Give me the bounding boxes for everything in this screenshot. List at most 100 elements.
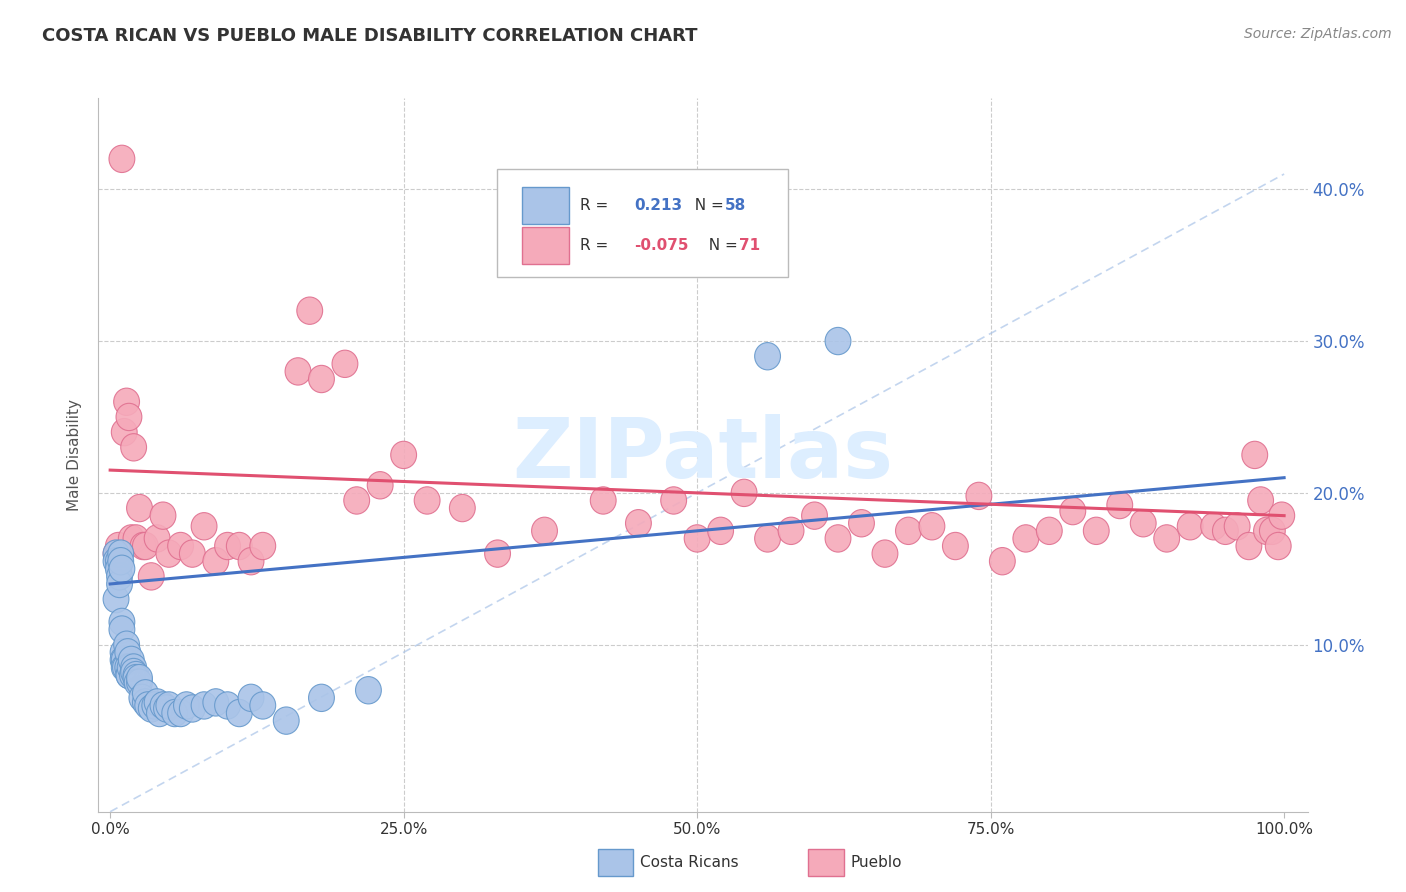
Ellipse shape [103, 585, 129, 613]
Ellipse shape [156, 540, 181, 567]
Ellipse shape [273, 707, 299, 734]
Ellipse shape [127, 494, 152, 522]
Ellipse shape [131, 533, 156, 559]
Ellipse shape [124, 665, 149, 692]
Ellipse shape [731, 479, 756, 507]
Text: Pueblo: Pueblo [851, 855, 903, 870]
Ellipse shape [238, 548, 264, 574]
Ellipse shape [117, 661, 142, 689]
Text: -0.075: -0.075 [634, 237, 689, 252]
Ellipse shape [825, 327, 851, 355]
Ellipse shape [778, 517, 804, 544]
Ellipse shape [132, 689, 159, 716]
Text: N =: N = [685, 198, 728, 213]
Ellipse shape [308, 366, 335, 392]
Ellipse shape [1084, 517, 1109, 544]
Y-axis label: Male Disability: Male Disability [67, 399, 83, 511]
Ellipse shape [755, 343, 780, 370]
Ellipse shape [531, 517, 557, 544]
Ellipse shape [966, 483, 991, 509]
Ellipse shape [129, 684, 155, 712]
Ellipse shape [110, 615, 135, 643]
Ellipse shape [117, 654, 143, 681]
Ellipse shape [127, 669, 152, 697]
Ellipse shape [146, 699, 173, 727]
Text: Source: ZipAtlas.com: Source: ZipAtlas.com [1244, 27, 1392, 41]
Ellipse shape [685, 524, 710, 552]
Text: 71: 71 [740, 237, 761, 252]
Ellipse shape [156, 692, 181, 719]
Ellipse shape [105, 548, 131, 574]
Ellipse shape [162, 699, 187, 727]
Ellipse shape [180, 695, 205, 723]
Ellipse shape [626, 509, 651, 537]
Text: N =: N = [699, 237, 742, 252]
Ellipse shape [142, 692, 167, 719]
Ellipse shape [103, 540, 129, 567]
Ellipse shape [226, 699, 252, 727]
FancyBboxPatch shape [498, 169, 787, 277]
Ellipse shape [153, 695, 180, 723]
Text: 58: 58 [724, 198, 747, 213]
Ellipse shape [1268, 502, 1295, 529]
Ellipse shape [1036, 517, 1062, 544]
Ellipse shape [138, 695, 165, 723]
Ellipse shape [238, 684, 264, 712]
Ellipse shape [661, 487, 686, 514]
Ellipse shape [121, 654, 146, 681]
Ellipse shape [872, 540, 898, 567]
Ellipse shape [1130, 509, 1156, 537]
Ellipse shape [107, 570, 132, 598]
Ellipse shape [202, 689, 229, 716]
Ellipse shape [107, 548, 132, 574]
Ellipse shape [591, 487, 616, 514]
Ellipse shape [415, 487, 440, 514]
Ellipse shape [367, 472, 394, 499]
Ellipse shape [308, 684, 335, 712]
Ellipse shape [344, 487, 370, 514]
FancyBboxPatch shape [522, 227, 569, 264]
Ellipse shape [202, 548, 229, 574]
Ellipse shape [107, 563, 132, 590]
Ellipse shape [111, 654, 138, 681]
Ellipse shape [1265, 533, 1291, 559]
Ellipse shape [105, 533, 131, 559]
Ellipse shape [117, 661, 142, 689]
Ellipse shape [111, 646, 138, 673]
Ellipse shape [138, 563, 165, 590]
Ellipse shape [110, 555, 135, 582]
Ellipse shape [1060, 498, 1085, 524]
Ellipse shape [121, 658, 146, 686]
Ellipse shape [167, 699, 194, 727]
Ellipse shape [896, 517, 921, 544]
Ellipse shape [1247, 487, 1274, 514]
Ellipse shape [1201, 513, 1226, 540]
Ellipse shape [110, 646, 136, 673]
Ellipse shape [707, 517, 734, 544]
Ellipse shape [215, 692, 240, 719]
Ellipse shape [110, 145, 135, 172]
Ellipse shape [1254, 517, 1279, 544]
Ellipse shape [117, 403, 142, 431]
Ellipse shape [108, 548, 134, 574]
Ellipse shape [132, 680, 159, 707]
Ellipse shape [127, 665, 152, 692]
Ellipse shape [191, 513, 217, 540]
Ellipse shape [450, 494, 475, 522]
Ellipse shape [180, 540, 205, 567]
Text: 0.213: 0.213 [634, 198, 682, 213]
Ellipse shape [120, 661, 145, 689]
Ellipse shape [135, 692, 160, 719]
Ellipse shape [990, 548, 1015, 574]
FancyBboxPatch shape [522, 187, 569, 225]
Ellipse shape [849, 509, 875, 537]
Ellipse shape [110, 608, 135, 636]
Ellipse shape [920, 513, 945, 540]
Ellipse shape [132, 533, 159, 559]
Ellipse shape [111, 418, 138, 446]
Ellipse shape [391, 442, 416, 468]
Ellipse shape [167, 533, 194, 559]
Ellipse shape [124, 661, 149, 689]
Ellipse shape [105, 555, 131, 582]
Ellipse shape [485, 540, 510, 567]
